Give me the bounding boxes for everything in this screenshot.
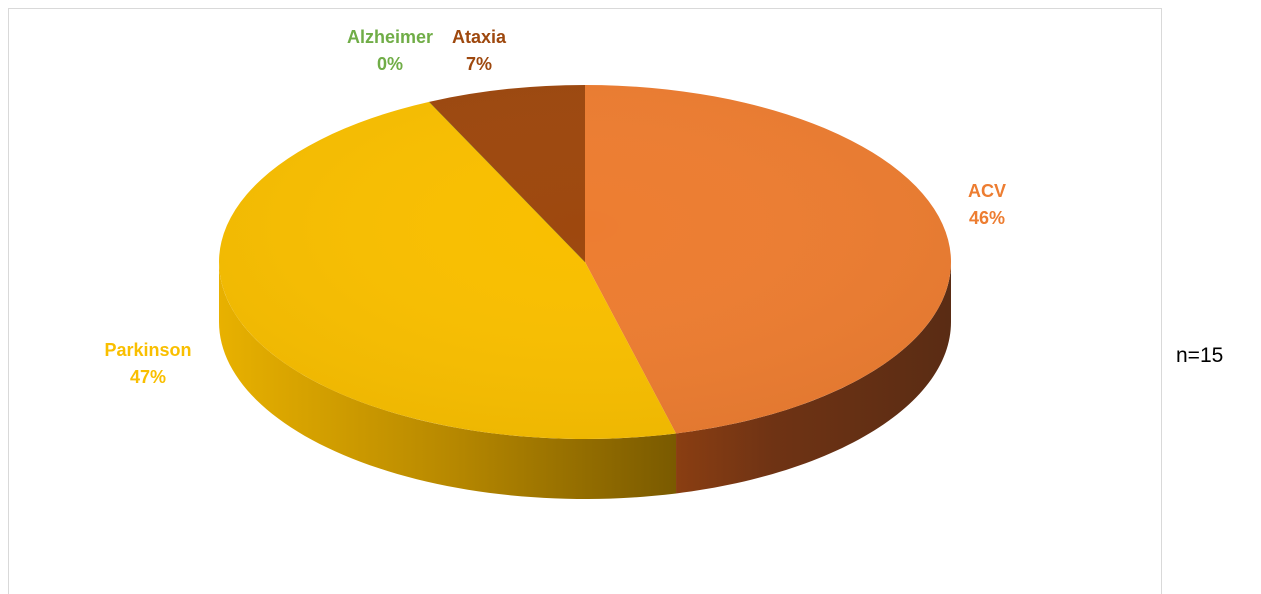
data-label-name-parkinson: Parkinson xyxy=(104,340,191,360)
data-label-percent-acv: 46% xyxy=(969,208,1005,228)
data-label-percent-alzheimer: 0% xyxy=(377,54,403,74)
data-label-percent-parkinson: 47% xyxy=(130,367,166,387)
pie-plot xyxy=(219,85,952,499)
data-label-percent-ataxia: 7% xyxy=(466,54,492,74)
data-label-name-acv: ACV xyxy=(968,181,1006,201)
sample-size-annotation: n=15 xyxy=(1176,344,1224,367)
pie-top-shading xyxy=(219,85,951,439)
data-labels: ACV 46% Parkinson 47% Alzheimer 0% Ataxia 7% xyxy=(104,27,1006,387)
data-label-name-ataxia: Ataxia xyxy=(452,27,507,47)
data-label-name-alzheimer: Alzheimer xyxy=(347,27,433,47)
slice-side-acv xyxy=(676,262,951,494)
slice-side-parkinson xyxy=(219,262,677,499)
